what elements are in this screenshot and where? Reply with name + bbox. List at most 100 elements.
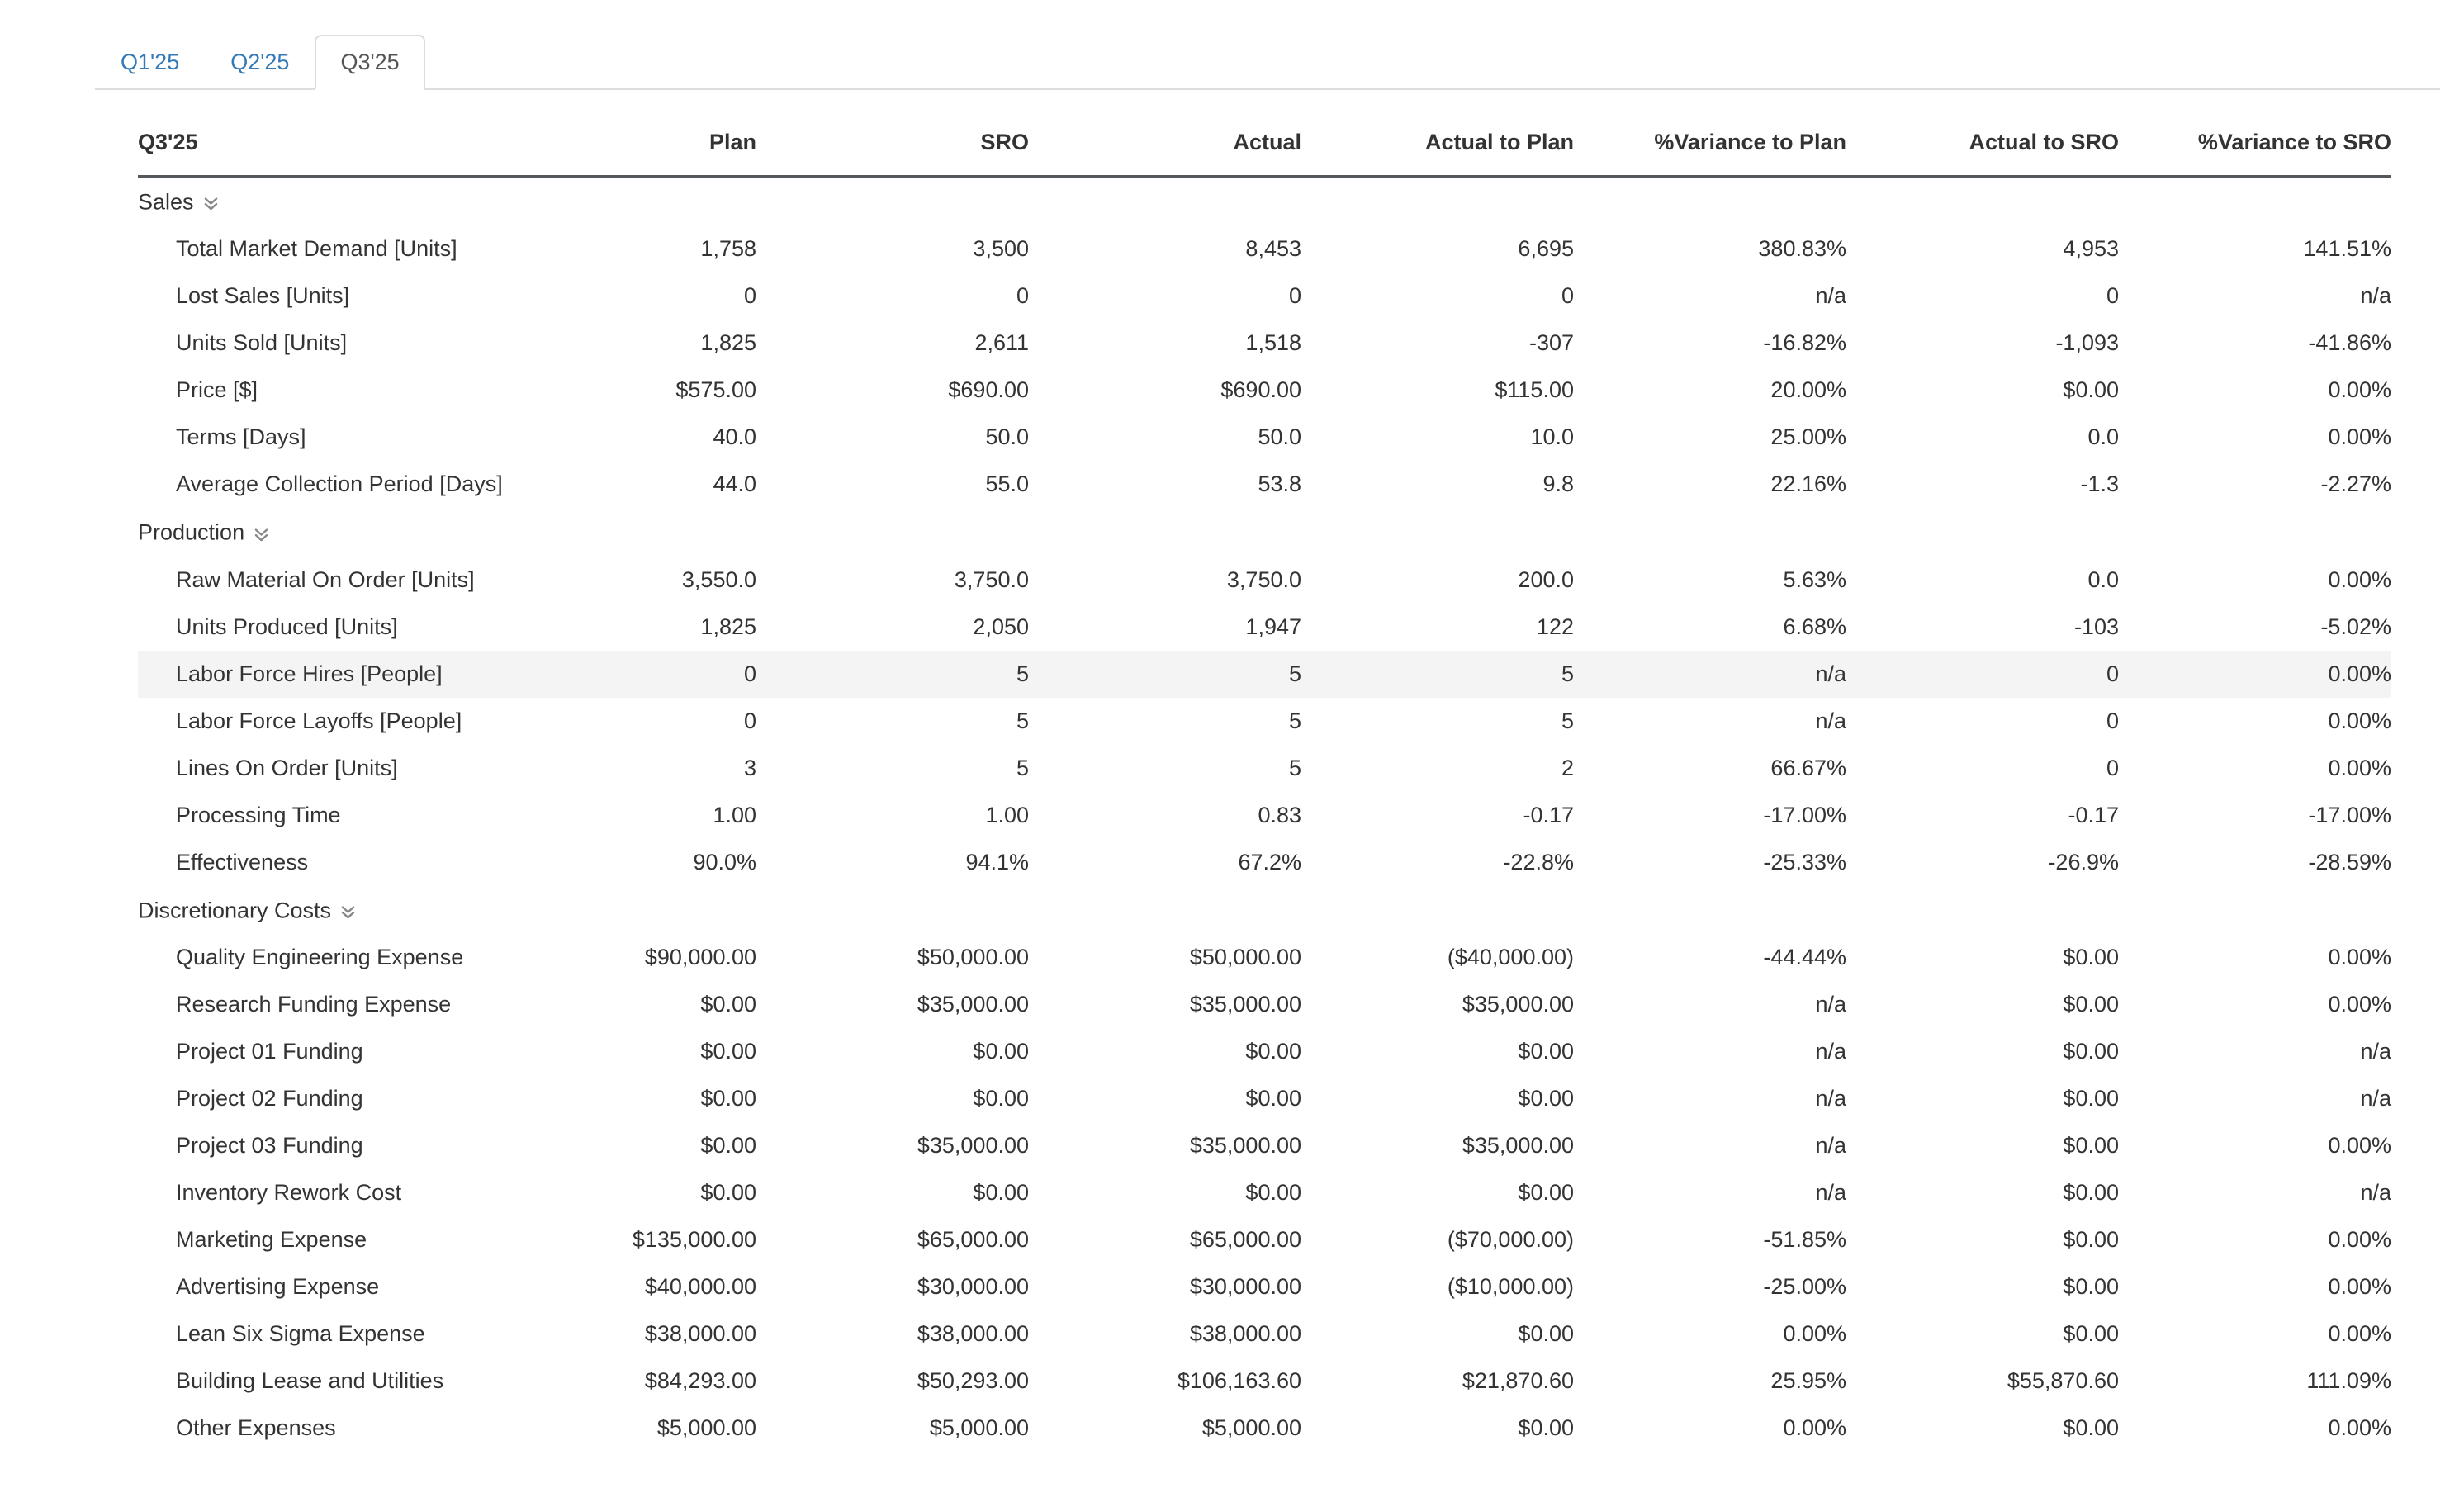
cell-actual-to-sro: -1.3 — [2080, 472, 2119, 497]
cell-actual-to-plan: $35,000.00 — [1462, 1133, 1574, 1159]
tab-q3-25[interactable]: Q3'25 — [315, 35, 425, 90]
cell-sro: $30,000.00 — [917, 1274, 1029, 1300]
cell-plan: 1,825 — [700, 614, 756, 639]
table-row-project-02-funding[interactable]: Project 02 Funding $0.00 $0.00 $0.00 $0.00 n/… — [138, 1075, 2391, 1122]
cell-actual-to-plan: -307 — [1528, 330, 1574, 356]
section-header-production[interactable]: Production — [138, 508, 2391, 556]
cell-sro: 1.00 — [985, 802, 1029, 827]
cell-actual-to-plan: 200.0 — [1518, 566, 1574, 592]
table-row-building-lease-and-utilities[interactable]: Building Lease and Utilities $84,293.00 $5… — [138, 1358, 2391, 1405]
cell-actual: 5 — [1288, 755, 1301, 780]
cell-variance-to-sro: -5.02% — [2320, 614, 2391, 639]
table-row-inventory-rework-cost[interactable]: Inventory Rework Cost $0.00 $0.00 $0.00 $0.0… — [138, 1169, 2391, 1216]
cell-plan: $84,293.00 — [644, 1368, 756, 1394]
cell-variance-to-plan: n/a — [1815, 283, 1846, 309]
cell-plan: $0.00 — [700, 1039, 756, 1064]
tab-q1-25[interactable]: Q1'25 — [121, 50, 180, 74]
cell-variance-to-plan: 25.95% — [1770, 1368, 1846, 1394]
table-row-effectiveness[interactable]: Effectiveness 90.0% 94.1% 67.2% -22.8% -25.33… — [138, 839, 2391, 886]
section-header-discretionary-costs[interactable]: Discretionary Costs — [138, 886, 2391, 934]
table-row-lost-sales-units[interactable]: Lost Sales [Units] 0 0 0 0 n/a 0 n/a — [138, 272, 2391, 320]
cell-variance-to-sro: -28.59% — [2308, 849, 2391, 874]
cell-plan: $0.00 — [700, 1180, 756, 1206]
cell-sro: $35,000.00 — [917, 992, 1029, 1017]
cell-actual: $30,000.00 — [1189, 1274, 1301, 1300]
table-row-research-funding-expense[interactable]: Research Funding Expense $0.00 $35,000.00 $… — [138, 981, 2391, 1028]
double-chevron-down-icon[interactable] — [339, 903, 357, 921]
column-header-actual: Actual — [1029, 107, 1301, 178]
cell-actual: $35,000.00 — [1189, 992, 1301, 1017]
cell-actual-to-sro: $0.00 — [2063, 1086, 2119, 1111]
cell-sro: $0.00 — [973, 1039, 1029, 1064]
table-row-labor-force-layoffs-people[interactable]: Labor Force Layoffs [People] 0 5 5 5 n/a 0 0.00… — [138, 698, 2391, 745]
cell-variance-to-sro: n/a — [2360, 283, 2391, 309]
table-row-lines-on-order-units[interactable]: Lines On Order [Units] 3 5 5 2 66.67% 0 0.00% — [138, 745, 2391, 792]
cell-variance-to-sro: 0.00% — [2328, 1321, 2391, 1347]
cell-sro: 2,050 — [973, 614, 1029, 639]
cell-actual-to-sro: $0.00 — [2063, 377, 2119, 403]
cell-sro: $65,000.00 — [917, 1227, 1029, 1253]
cell-actual-to-sro: $0.00 — [2063, 1415, 2119, 1441]
table-row-average-collection-period-days[interactable]: Average Collection Period [Days] 44.0 55.0… — [138, 461, 2391, 508]
cell-actual-to-sro: $0.00 — [2063, 1039, 2119, 1064]
tab-q2-25[interactable]: Q2'25 — [230, 50, 290, 74]
cell-plan: 44.0 — [713, 472, 756, 497]
table-row-units-sold-units[interactable]: Units Sold [Units] 1,825 2,611 1,518 -307 -16… — [138, 320, 2391, 367]
row-label: Labor Force Hires [People] — [138, 650, 484, 698]
cell-actual-to-plan: $0.00 — [1518, 1321, 1574, 1347]
cell-variance-to-sro: n/a — [2360, 1039, 2391, 1064]
table-row-quality-engineering-expense[interactable]: Quality Engineering Expense $90,000.00 $50… — [138, 934, 2391, 981]
cell-actual-to-plan: ($10,000.00) — [1447, 1274, 1574, 1300]
row-label: Project 02 Funding — [176, 1086, 363, 1111]
cell-variance-to-plan: 5.63% — [1783, 566, 1846, 592]
row-label: Units Produced [Units] — [176, 614, 398, 639]
table-row-lean-six-sigma-expense[interactable]: Lean Six Sigma Expense $38,000.00 $38,000.… — [138, 1310, 2391, 1358]
table-row-labor-force-hires-people[interactable]: Labor Force Hires [People] 0 5 5 5 n/a 0 0.00% — [138, 650, 2391, 698]
cell-variance-to-sro: 0.00% — [2328, 945, 2391, 970]
cell-actual-to-sro: 0 — [2106, 708, 2119, 733]
row-label: Other Expenses — [176, 1415, 336, 1441]
double-chevron-down-icon[interactable] — [253, 526, 270, 543]
cell-actual-to-plan: 10.0 — [1530, 424, 1574, 450]
cell-actual-to-sro: -26.9% — [2048, 849, 2119, 874]
table-row-processing-time[interactable]: Processing Time 1.00 1.00 0.83 -0.17 -17.00% -… — [138, 792, 2391, 839]
section-header-sales[interactable]: Sales — [138, 177, 2391, 226]
table-row-total-market-demand-units[interactable]: Total Market Demand [Units] 1,758 3,500 8,4… — [138, 225, 2391, 272]
cell-variance-to-plan: -44.44% — [1763, 945, 1846, 970]
table-row-advertising-expense[interactable]: Advertising Expense $40,000.00 $30,000.00 $… — [138, 1263, 2391, 1310]
cell-actual-to-sro: 4,953 — [2063, 236, 2119, 262]
cell-variance-to-plan: 25.00% — [1770, 424, 1846, 450]
table-row-units-produced-units[interactable]: Units Produced [Units] 1,825 2,050 1,947 122… — [138, 604, 2391, 651]
table-row-marketing-expense[interactable]: Marketing Expense $135,000.00 $65,000.00 $6… — [138, 1216, 2391, 1263]
double-chevron-down-icon[interactable] — [202, 195, 220, 212]
cell-plan: 0 — [743, 708, 756, 733]
cell-variance-to-plan: n/a — [1815, 1133, 1846, 1159]
cell-actual: $0.00 — [1245, 1086, 1301, 1111]
cell-sro: $0.00 — [973, 1180, 1029, 1206]
cell-actual: 1,947 — [1245, 614, 1301, 639]
cell-sro: $35,000.00 — [917, 1133, 1029, 1159]
row-label: Raw Material On Order [Units] — [176, 566, 475, 592]
cell-actual-to-plan: 9.8 — [1542, 472, 1574, 497]
cell-actual-to-sro: $0.00 — [2063, 992, 2119, 1017]
cell-actual-to-sro: $0.00 — [2063, 945, 2119, 970]
table-row-project-03-funding[interactable]: Project 03 Funding $0.00 $35,000.00 $35,000… — [138, 1122, 2391, 1169]
cell-sro: 50.0 — [985, 424, 1029, 450]
table-row-project-01-funding[interactable]: Project 01 Funding $0.00 $0.00 $0.00 $0.00 n/… — [138, 1028, 2391, 1075]
cell-actual-to-plan: -0.17 — [1523, 802, 1574, 827]
column-header-variance-to-sro: %Variance to SRO — [2119, 107, 2391, 178]
cell-plan: 1,825 — [700, 330, 756, 356]
cell-plan: $0.00 — [700, 1086, 756, 1111]
row-label: Lean Six Sigma Expense — [176, 1321, 425, 1347]
cell-actual: 1,518 — [1245, 330, 1301, 356]
table-row-terms-days[interactable]: Terms [Days] 40.0 50.0 50.0 10.0 25.00% 0.0 0.0… — [138, 414, 2391, 461]
cell-variance-to-sro: 0.00% — [2328, 1415, 2391, 1441]
cell-sro: 94.1% — [965, 849, 1029, 874]
table-row-price[interactable]: Price [$] $575.00 $690.00 $690.00 $115.00 20.… — [138, 367, 2391, 414]
cell-variance-to-plan: 22.16% — [1770, 472, 1846, 497]
section-header-cell: Discretionary Costs — [138, 886, 2391, 934]
table-row-raw-material-on-order-units[interactable]: Raw Material On Order [Units] 3,550.0 3,75… — [138, 557, 2391, 604]
cell-sro: $690.00 — [948, 377, 1029, 403]
cell-sro: 3,500 — [973, 236, 1029, 262]
table-row-other-expenses[interactable]: Other Expenses $5,000.00 $5,000.00 $5,000.0… — [138, 1405, 2391, 1452]
